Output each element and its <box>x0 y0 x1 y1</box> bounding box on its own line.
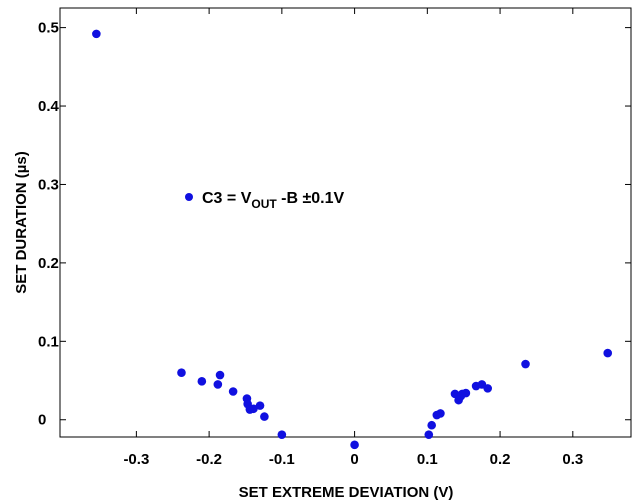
data-point <box>260 412 269 421</box>
y-axis-title: SET DURATION (µs) <box>13 151 30 294</box>
plot-frame <box>59 7 632 438</box>
legend-label-prefix: C3 = V <box>202 190 252 207</box>
legend-label: C3 = VOUT -B ±0.1V <box>202 190 345 211</box>
y-tick-label: 0.2 <box>38 255 59 272</box>
data-point <box>249 404 258 414</box>
y-tick-label: 0 <box>38 412 46 429</box>
data-point <box>483 384 493 393</box>
data-point <box>197 377 207 386</box>
data-point <box>603 348 613 358</box>
x-tick-label: -0.1 <box>269 451 295 468</box>
data-point <box>215 370 225 380</box>
data-point <box>277 430 287 439</box>
legend: C3 = VOUT -B ±0.1V <box>185 190 345 211</box>
data-point <box>228 387 238 396</box>
legend-marker <box>185 193 193 201</box>
y-tick-label: 0.3 <box>38 176 59 193</box>
legend-label-subscript: OUT <box>251 197 277 211</box>
x-tick-label: 0 <box>350 451 358 468</box>
y-axis: 0 0.1 0.2 0.3 0.4 0.5 <box>38 20 631 429</box>
x-tick-label: 0.2 <box>490 451 511 468</box>
x-tick-label: -0.3 <box>123 451 149 468</box>
legend-label-suffix: -B ±0.1V <box>277 190 345 207</box>
data-point <box>436 409 445 418</box>
x-tick-label: 0.3 <box>562 451 583 468</box>
x-tick-label: -0.2 <box>196 451 222 468</box>
x-axis-title: SET EXTREME DEVIATION (V) <box>239 484 454 501</box>
data-point <box>521 359 530 369</box>
data-point <box>213 380 223 389</box>
data-point <box>255 401 265 410</box>
plot-area <box>59 7 632 438</box>
y-tick-label: 0.1 <box>38 333 59 350</box>
x-tick-label: 0.1 <box>417 451 438 468</box>
data-point <box>92 29 101 39</box>
data-point <box>177 368 186 377</box>
x-axis: -0.3 -0.2 -0.1 0 0.1 0.2 0.3 <box>123 8 583 468</box>
y-tick-label: 0.5 <box>38 20 59 37</box>
data-point <box>427 420 436 430</box>
data-point <box>350 440 359 450</box>
y-tick-label: 0.4 <box>38 98 60 115</box>
data-point <box>424 430 434 439</box>
scatter-series <box>92 29 613 450</box>
data-point <box>461 388 471 398</box>
